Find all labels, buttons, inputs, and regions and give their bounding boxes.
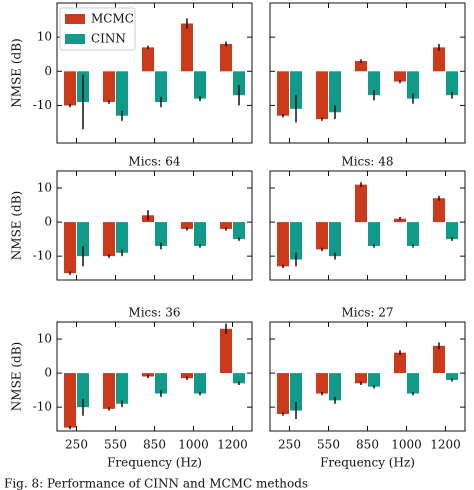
- x-tick-label: 1200: [217, 438, 248, 452]
- bar: [233, 373, 245, 384]
- bar: [329, 373, 341, 401]
- axes-frame: [56, 2, 253, 144]
- panel-title: Mics: 216: [125, 0, 185, 1]
- x-axis-label: Frequency (Hz): [320, 456, 415, 470]
- bar: [433, 47, 445, 72]
- bar: [368, 222, 380, 246]
- bar: [64, 373, 76, 428]
- bar: [194, 222, 206, 246]
- bar: [446, 373, 458, 380]
- bar: [290, 373, 302, 411]
- bar: [329, 71, 341, 113]
- bar: [368, 71, 380, 96]
- bar: [277, 71, 289, 116]
- bar: [220, 328, 232, 374]
- bar: [116, 71, 128, 116]
- y-tick-label: 10: [37, 332, 52, 346]
- y-tick-label: -10: [33, 249, 52, 263]
- bar: [155, 222, 167, 246]
- x-tick-label: 550: [104, 438, 127, 452]
- y-axis-label: NMSE (dB): [10, 191, 24, 260]
- y-tick-label: 10: [37, 181, 52, 195]
- x-tick-label: 550: [317, 438, 340, 452]
- bar: [142, 47, 154, 72]
- bar: [155, 373, 167, 394]
- legend-label: CINN: [91, 32, 126, 46]
- bar: [220, 222, 232, 229]
- bar: [446, 222, 458, 240]
- bar: [277, 373, 289, 414]
- x-tick-label: 250: [65, 438, 88, 452]
- bar: [355, 61, 367, 72]
- axes-frame: [269, 321, 466, 432]
- bar: [407, 373, 419, 394]
- bar: [433, 345, 445, 374]
- bar: [155, 71, 167, 103]
- panel-title: Mics: 48: [341, 155, 393, 169]
- bar: [103, 222, 115, 257]
- bar: [290, 222, 302, 260]
- x-tick-label: 1000: [178, 438, 209, 452]
- y-tick-label: 0: [44, 215, 52, 229]
- bar: [116, 222, 128, 253]
- bar: [220, 43, 232, 72]
- x-tick-label: 250: [278, 438, 301, 452]
- bar: [355, 373, 367, 384]
- legend-swatch: [65, 34, 85, 44]
- y-tick-label: -10: [33, 98, 52, 112]
- panel-title: Mics: 36: [128, 306, 180, 320]
- axes-frame: [269, 170, 466, 281]
- bar: [368, 373, 380, 387]
- x-axis-label: Frequency (Hz): [107, 456, 202, 470]
- bar: [355, 184, 367, 223]
- bar: [433, 198, 445, 223]
- bar: [407, 71, 419, 99]
- x-tick-label: 1000: [391, 438, 422, 452]
- panel-title: Mics: 64: [128, 155, 180, 169]
- bar: [316, 222, 328, 250]
- panel-title: Mics: 27: [341, 306, 393, 320]
- bar: [181, 222, 193, 229]
- y-tick-label: 10: [37, 30, 52, 44]
- x-tick-label: 850: [143, 438, 166, 452]
- bar: [64, 222, 76, 274]
- caption: Fig. 8: Performance of CINN and MCMC met…: [4, 477, 308, 490]
- bar: [277, 222, 289, 267]
- bar: [446, 71, 458, 96]
- bar: [181, 373, 193, 379]
- y-tick-label: 0: [44, 366, 52, 380]
- axes-frame: [269, 2, 466, 144]
- bar: [116, 373, 128, 404]
- bar: [77, 222, 89, 257]
- bar: [329, 222, 341, 257]
- legend-label: MCMC: [91, 12, 134, 26]
- y-tick-label: 0: [44, 64, 52, 78]
- bar: [316, 71, 328, 120]
- x-tick-label: 1200: [430, 438, 461, 452]
- bar: [103, 373, 115, 409]
- legend-swatch: [65, 14, 85, 24]
- panel-title: Mics: 96: [341, 0, 393, 1]
- bar: [194, 373, 206, 394]
- bar: [316, 373, 328, 394]
- bar: [407, 222, 419, 246]
- bar: [64, 71, 76, 106]
- x-tick-label: 850: [356, 438, 379, 452]
- bar: [103, 71, 115, 103]
- bar: [290, 71, 302, 109]
- bar: [394, 71, 406, 82]
- axes-frame: [56, 321, 253, 432]
- y-axis-label: NMSE (dB): [10, 38, 24, 107]
- axes-frame: [56, 170, 253, 281]
- y-tick-label: -10: [33, 400, 52, 414]
- y-axis-label: NMSE (dB): [10, 342, 24, 411]
- bar: [233, 222, 245, 240]
- bar: [194, 71, 206, 99]
- bar: [394, 352, 406, 374]
- bar: [233, 71, 245, 96]
- bar: [181, 23, 193, 72]
- bar: [77, 373, 89, 408]
